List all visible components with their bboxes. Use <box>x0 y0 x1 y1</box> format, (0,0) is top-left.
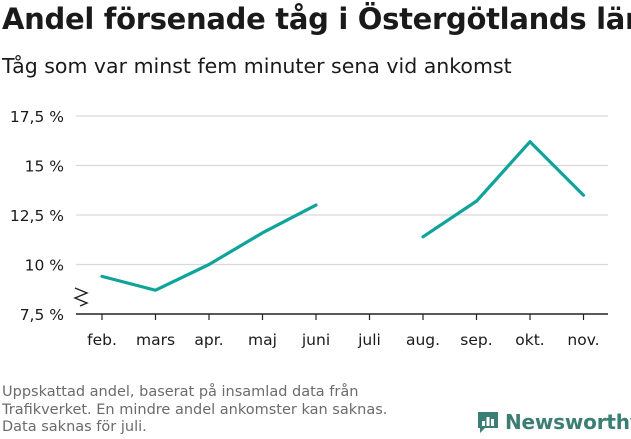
x-tick-label: maj <box>248 331 277 349</box>
y-tick-label: 17,5 % <box>10 108 64 126</box>
line-chart: 7,5 % 10 % 12,5 % 15 % 17,5 % feb. mars apr. ma… <box>10 108 608 349</box>
x-axis <box>73 287 608 315</box>
series-line-segment <box>421 140 586 239</box>
series-line-segment <box>100 203 318 292</box>
gridlines <box>76 115 608 266</box>
y-tick-label: 10 % <box>25 257 64 275</box>
logo-text: Newsworthy <box>505 410 631 434</box>
x-tick-label: aug. <box>406 331 440 349</box>
footnote-line: Data saknas för juli. <box>2 419 147 435</box>
x-tick-label: juni <box>301 331 330 349</box>
footnote: Uppskattad andel, baserat på insamlad da… <box>2 384 472 437</box>
bar-chart-speech-bubble-icon <box>478 412 498 433</box>
x-tick-label: juli <box>357 331 381 349</box>
y-tick-label: 15 % <box>25 158 64 176</box>
axis-break-mark <box>73 287 89 307</box>
x-tick-label: feb. <box>87 331 117 349</box>
x-tick-label: okt. <box>515 331 544 349</box>
footnote-line: Trafikverket. En mindre andel ankomster … <box>2 401 388 418</box>
newsworthy-logo: Newsworthy <box>476 408 631 436</box>
chart-title: Andel försenade tåg i Östergötlands län <box>2 2 631 36</box>
y-axis-ticks: 7,5 % 10 % 12,5 % 15 % 17,5 % <box>10 108 64 324</box>
x-tick-label: mars <box>136 331 175 349</box>
chart-subtitle: Tåg som var minst fem minuter sena vid a… <box>2 54 512 78</box>
x-tick-label: sep. <box>460 331 492 349</box>
series-lines <box>100 140 586 292</box>
x-tick-label: apr. <box>194 331 223 349</box>
y-tick-label: 12,5 % <box>10 207 64 225</box>
y-tick-label: 7,5 % <box>20 306 64 324</box>
footnote-line: Uppskattad andel, baserat på insamlad da… <box>2 384 359 400</box>
x-tick-label: nov. <box>567 331 599 349</box>
x-axis-ticks: feb. mars apr. maj juni juli aug. sep. okt. nov. <box>87 314 600 349</box>
